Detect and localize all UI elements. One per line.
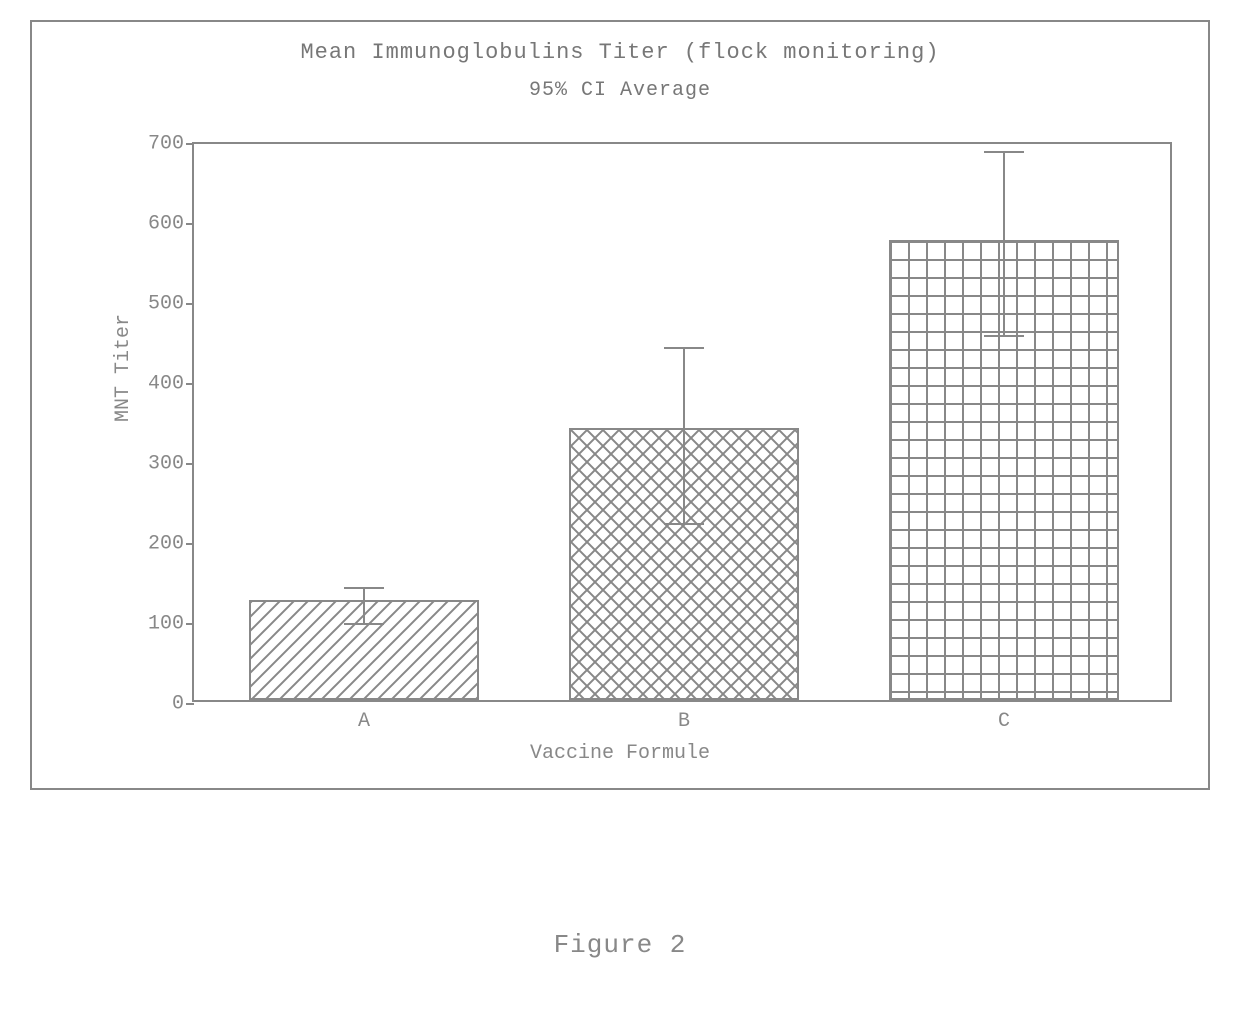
- title-line-1: Mean Immunoglobulins Titer (flock monito…: [32, 40, 1208, 65]
- ytick-label: 500: [148, 293, 184, 316]
- xtick-label: A: [358, 710, 370, 733]
- error-cap-top: [664, 347, 704, 349]
- error-bar: [1003, 152, 1005, 336]
- x-axis-label: Vaccine Formule: [32, 742, 1208, 765]
- ytick: [186, 623, 194, 625]
- ytick: [186, 143, 194, 145]
- error-bar: [363, 588, 365, 624]
- ytick-label: 100: [148, 613, 184, 636]
- chart-title: Mean Immunoglobulins Titer (flock monito…: [32, 40, 1208, 102]
- ytick: [186, 543, 194, 545]
- ytick-label: 300: [148, 453, 184, 476]
- ytick: [186, 383, 194, 385]
- ytick: [186, 223, 194, 225]
- xtick-label: B: [678, 710, 690, 733]
- ytick-label: 600: [148, 213, 184, 236]
- plot-area: 0100200300400500600700ABC: [192, 142, 1172, 702]
- error-cap-top: [984, 151, 1024, 153]
- y-axis-label: MNT Titer: [112, 314, 135, 422]
- figure-caption: Figure 2: [0, 930, 1240, 960]
- xtick-label: C: [998, 710, 1010, 733]
- ytick: [186, 703, 194, 705]
- ytick-label: 0: [172, 693, 184, 716]
- error-bar: [683, 348, 685, 524]
- ytick: [186, 463, 194, 465]
- error-cap-bottom: [984, 335, 1024, 337]
- error-cap-top: [344, 587, 384, 589]
- ytick: [186, 303, 194, 305]
- error-cap-bottom: [664, 523, 704, 525]
- ytick-label: 400: [148, 373, 184, 396]
- ytick-label: 200: [148, 533, 184, 556]
- title-line-2: 95% CI Average: [32, 79, 1208, 102]
- chart-frame: Mean Immunoglobulins Titer (flock monito…: [30, 20, 1210, 790]
- error-cap-bottom: [344, 623, 384, 625]
- ytick-label: 700: [148, 133, 184, 156]
